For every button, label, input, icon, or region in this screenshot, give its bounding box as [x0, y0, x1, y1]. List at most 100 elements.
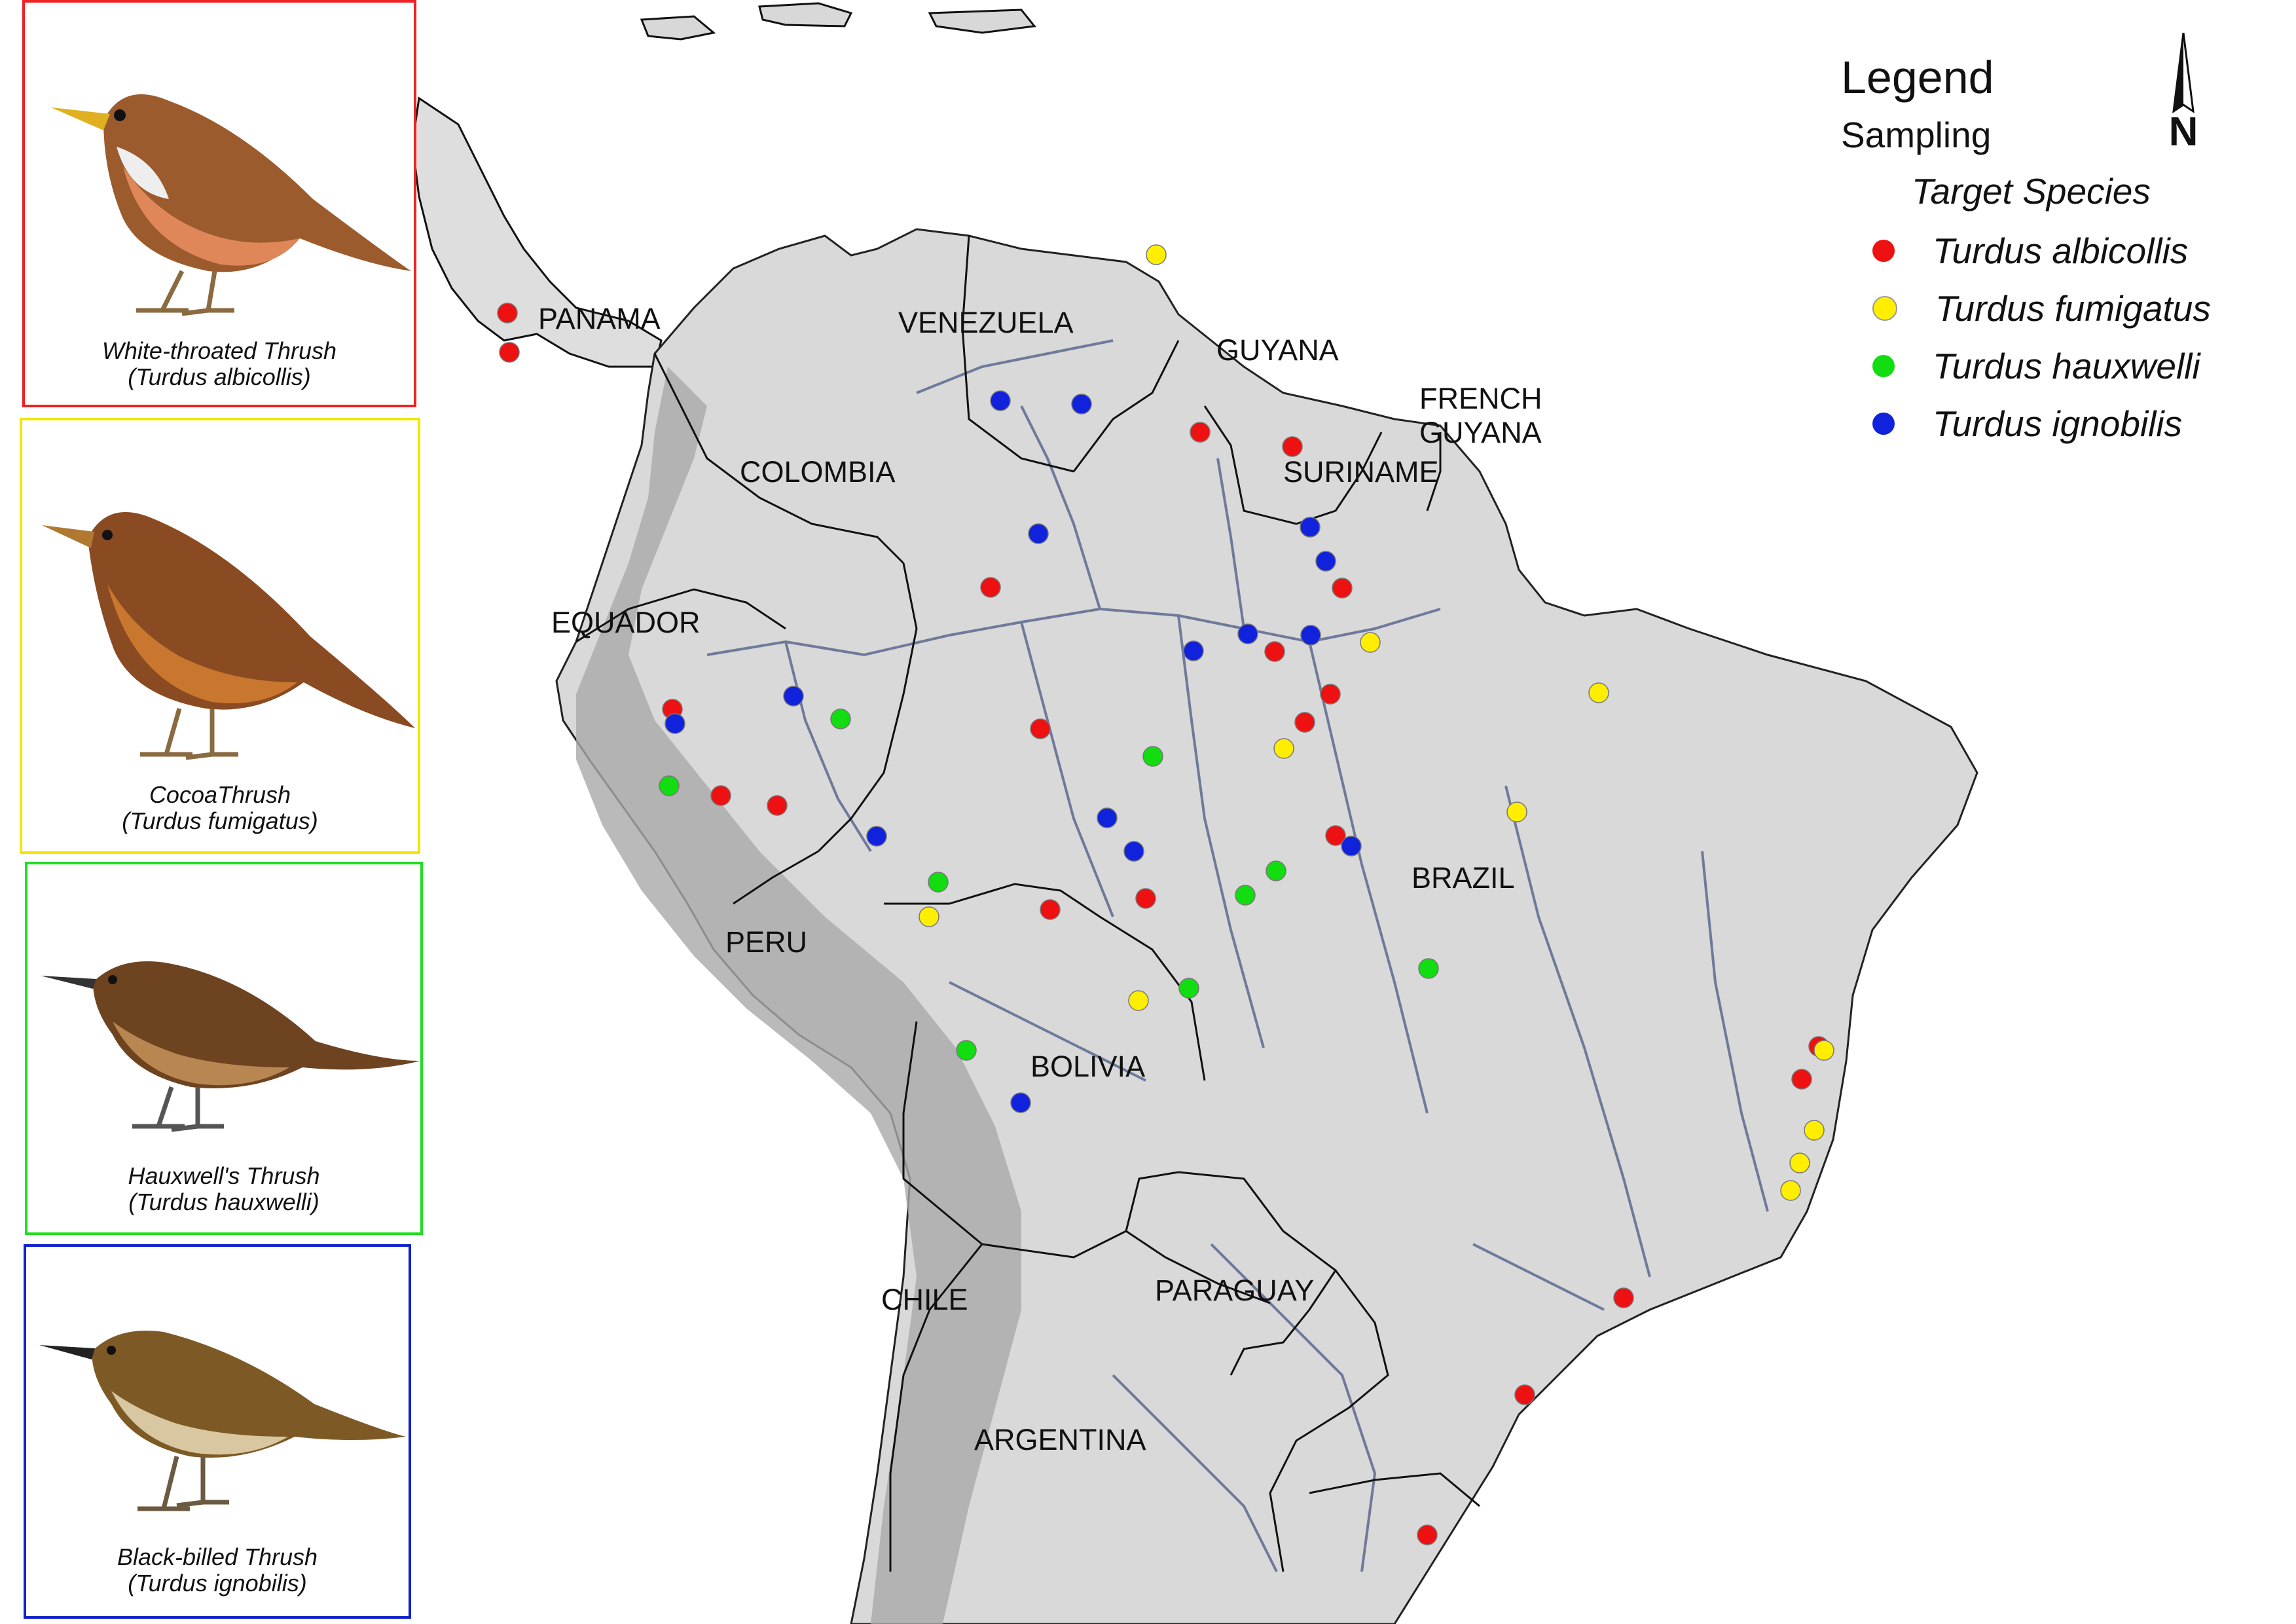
sample-point-hauxwelli — [928, 872, 949, 893]
sample-point-fumigatus — [1128, 990, 1149, 1011]
sample-point-ignobilis — [866, 826, 887, 847]
sample-point-ignobilis — [1183, 640, 1204, 661]
sample-point-ignobilis — [1315, 551, 1336, 572]
country-label-colombia: COLOMBIA — [740, 455, 896, 489]
sample-point-albicollis — [767, 795, 788, 816]
sample-point-ignobilis — [1237, 623, 1258, 644]
sample-point-albicollis — [1190, 422, 1211, 443]
sample-point-albicollis — [1332, 578, 1353, 599]
sample-point-hauxwelli — [1266, 860, 1286, 881]
country-label-french-guyana-line2: GUYANA — [1419, 416, 1542, 449]
country-label-suriname: SURINAME — [1283, 455, 1439, 489]
country-label-guyana: GUYANA — [1216, 333, 1339, 367]
bird-panel-cocoa-thrush: CocoaThrush (Turdus fumigatus) — [20, 418, 420, 854]
hauxwells-thrush-illustration — [41, 961, 420, 1132]
bird-caption-common: Black-billed Thrush — [117, 1543, 318, 1570]
sample-point-albicollis — [1030, 718, 1051, 739]
country-label-chile: CHILE — [881, 1283, 968, 1316]
sample-point-ignobilis — [1341, 836, 1362, 857]
sample-point-fumigatus — [1360, 632, 1381, 653]
legend-item-hauxwelli: Turdus hauxwelli — [1872, 343, 2200, 389]
sample-point-hauxwelli — [1178, 978, 1199, 999]
sample-point-hauxwelli — [1418, 958, 1439, 979]
legend-marker — [1872, 355, 1895, 377]
sample-point-ignobilis — [1300, 625, 1321, 646]
legend-marker — [1872, 296, 1897, 321]
black-billed-thrush-illustration — [39, 1331, 406, 1511]
sample-point-albicollis — [980, 577, 1001, 598]
sample-point-ignobilis — [1010, 1092, 1031, 1113]
country-label-venezuela: VENEZUELA — [898, 306, 1074, 339]
andes-relief — [576, 367, 1021, 1624]
legend-label: Turdus fumigatus — [1935, 288, 2211, 329]
cocoa-thrush-illustration — [42, 512, 415, 760]
sample-point-ignobilis — [1071, 394, 1092, 415]
caribbean-island — [928, 9, 1036, 34]
sample-point-ignobilis — [1300, 517, 1321, 538]
north-letter: N — [2169, 109, 2198, 151]
bird-caption-latin: (Turdus ignobilis) — [128, 1570, 307, 1596]
legend-label: Turdus hauxwelli — [1933, 346, 2200, 386]
sample-point-albicollis — [1282, 436, 1303, 457]
sample-point-albicollis — [1264, 641, 1285, 662]
country-label-brazil: BRAZIL — [1412, 861, 1515, 895]
country-label-peru: PERU — [725, 925, 808, 959]
country-label-panama: PANAMA — [538, 302, 661, 335]
country-borders — [575, 235, 1480, 1572]
bird-caption-common: CocoaThrush — [149, 781, 291, 808]
caribbean-island — [758, 2, 853, 28]
sample-point-albicollis — [1320, 684, 1341, 705]
country-label-paraguay: PARAGUAY — [1155, 1274, 1315, 1307]
bird-panel-hauxwells-thrush: Hauxwell's Thrush (Turdus hauxwelli) — [25, 862, 423, 1235]
sample-point-fumigatus — [1780, 1180, 1801, 1201]
bird-panel-white-throated-thrush: White-throated Thrush (Turdus albicollis… — [22, 0, 416, 407]
rivers — [706, 339, 1769, 1572]
legend-item-ignobilis: Turdus ignobilis — [1872, 401, 2182, 447]
sample-point-fumigatus — [1273, 738, 1294, 759]
bird-caption-latin: (Turdus hauxwelli) — [128, 1189, 319, 1215]
sample-point-ignobilis — [783, 686, 804, 707]
sample-point-fumigatus — [1789, 1153, 1810, 1173]
country-label-bolivia: BOLIVIA — [1030, 1050, 1146, 1083]
sample-point-albicollis — [497, 303, 518, 323]
sample-point-albicollis — [1294, 712, 1315, 733]
sample-point-ignobilis — [990, 390, 1011, 411]
country-label-equador: EQUADOR — [551, 606, 701, 639]
sample-point-fumigatus — [1146, 244, 1167, 265]
sample-point-ignobilis — [665, 713, 685, 734]
legend-subtitle: Sampling — [1841, 115, 1992, 155]
sample-point-albicollis — [499, 342, 520, 363]
sample-point-albicollis — [1040, 899, 1061, 920]
north-arrow-icon: N — [2169, 33, 2198, 151]
bird-caption-common: White-throated Thrush — [101, 337, 337, 364]
sample-point-hauxwelli — [659, 775, 680, 796]
sample-point-fumigatus — [1804, 1120, 1825, 1141]
country-label-french-guyana-line1: FRENCH — [1419, 382, 1542, 415]
sample-point-ignobilis — [1097, 807, 1118, 828]
legend-label: Turdus ignobilis — [1933, 403, 2183, 444]
bird-caption-common: Hauxwell's Thrush — [128, 1162, 320, 1189]
legend-item-fumigatus: Turdus fumigatus — [1872, 286, 2211, 331]
legend-marker — [1872, 240, 1895, 262]
legend-header: Target Species — [1912, 171, 2151, 212]
sample-point-hauxwelli — [956, 1040, 977, 1061]
central-america-land — [411, 96, 663, 368]
bird-caption-latin: (Turdus albicollis) — [128, 363, 311, 390]
legend-title: Legend — [1841, 52, 1994, 103]
legend-label: Turdus albicollis — [1933, 231, 2189, 271]
country-label-argentina: ARGENTINA — [974, 1423, 1146, 1456]
sample-point-albicollis — [1514, 1384, 1535, 1405]
sample-point-albicollis — [1613, 1287, 1634, 1308]
sample-point-fumigatus — [1506, 802, 1527, 822]
sample-point-albicollis — [1791, 1069, 1812, 1090]
sample-point-fumigatus — [1813, 1040, 1834, 1061]
sample-point-hauxwelli — [1142, 746, 1163, 767]
sample-point-hauxwelli — [1235, 885, 1256, 906]
sample-point-hauxwelli — [830, 709, 851, 729]
caribbean-island — [640, 15, 716, 41]
sample-point-albicollis — [1325, 825, 1346, 846]
sample-point-fumigatus — [1588, 682, 1609, 703]
sample-point-albicollis — [710, 785, 731, 806]
